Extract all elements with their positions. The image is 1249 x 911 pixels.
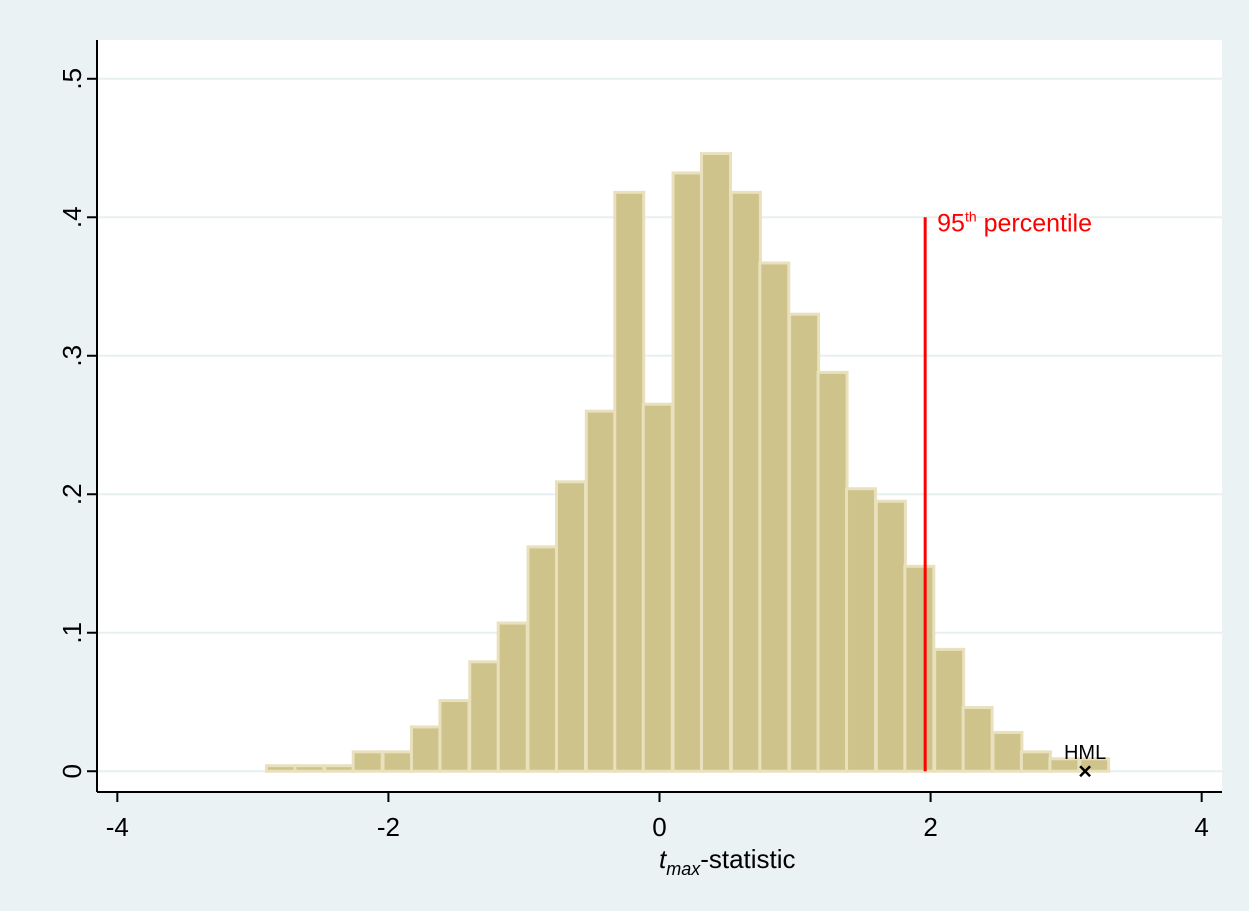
y-tick-label: .2 bbox=[57, 483, 87, 505]
histogram-bar bbox=[961, 706, 994, 773]
histogram-bar bbox=[496, 621, 529, 773]
x-axis-title-rest: -statistic bbox=[700, 844, 795, 874]
histogram-bar bbox=[584, 409, 617, 773]
annotations: 95th percentile HML bbox=[923, 208, 1106, 778]
histogram-bar bbox=[409, 725, 442, 773]
histogram-bar bbox=[641, 402, 674, 773]
histogram-bar bbox=[729, 190, 762, 773]
histogram-bar bbox=[323, 764, 356, 773]
percentile-label: 95th percentile bbox=[937, 208, 1092, 237]
x-axis-title-base: t bbox=[659, 844, 668, 874]
histogram-bar bbox=[293, 764, 326, 773]
histogram-bar bbox=[816, 370, 849, 773]
histogram-bar bbox=[381, 750, 414, 773]
histogram-bar bbox=[264, 764, 297, 773]
histogram-bar bbox=[874, 499, 907, 773]
percentile-label-rest: percentile bbox=[977, 209, 1092, 237]
y-tick-label: .5 bbox=[57, 68, 87, 90]
percentile-label-superscript: th bbox=[965, 208, 977, 224]
y-tick-label: .1 bbox=[57, 622, 87, 644]
histogram-bar bbox=[700, 152, 733, 773]
histogram-bar bbox=[758, 261, 791, 773]
x-axis-title: tmax-statistic bbox=[659, 844, 796, 879]
histogram-bar bbox=[671, 171, 704, 773]
histogram-bar bbox=[903, 564, 936, 773]
y-tick-label: .4 bbox=[57, 206, 87, 228]
x-tick-label: -2 bbox=[377, 812, 400, 842]
histogram-bars bbox=[264, 152, 1111, 773]
x-tick-label: 2 bbox=[923, 812, 937, 842]
histogram-bar bbox=[991, 730, 1024, 773]
y-tick-label: .3 bbox=[57, 345, 87, 367]
histogram-bar bbox=[351, 750, 384, 773]
x-tick-label: -4 bbox=[106, 812, 129, 842]
hml-marker bbox=[1079, 765, 1091, 778]
histogram-bar bbox=[933, 647, 966, 773]
x-tick-label: 4 bbox=[1194, 812, 1208, 842]
histogram-bar bbox=[1019, 750, 1052, 773]
axes: 0 .1 .2 .3 .4 .5 -4 -2 0 2 4 tmax-statistic bbox=[57, 40, 1222, 879]
histogram-bar bbox=[613, 190, 646, 773]
percentile-label-base: 95 bbox=[937, 209, 965, 237]
hml-label: HML bbox=[1064, 742, 1106, 764]
histogram-bar bbox=[845, 487, 878, 773]
hml-marker-stroke bbox=[1079, 765, 1091, 778]
histogram-bar bbox=[438, 699, 471, 773]
x-axis-title-subscript: max bbox=[666, 859, 701, 879]
histogram-bar bbox=[468, 660, 501, 773]
histogram-bar bbox=[554, 480, 587, 773]
x-tick-label: 0 bbox=[652, 812, 666, 842]
histogram-bar bbox=[526, 545, 559, 773]
y-tick-label: 0 bbox=[57, 764, 87, 778]
histogram-bar bbox=[788, 312, 821, 773]
